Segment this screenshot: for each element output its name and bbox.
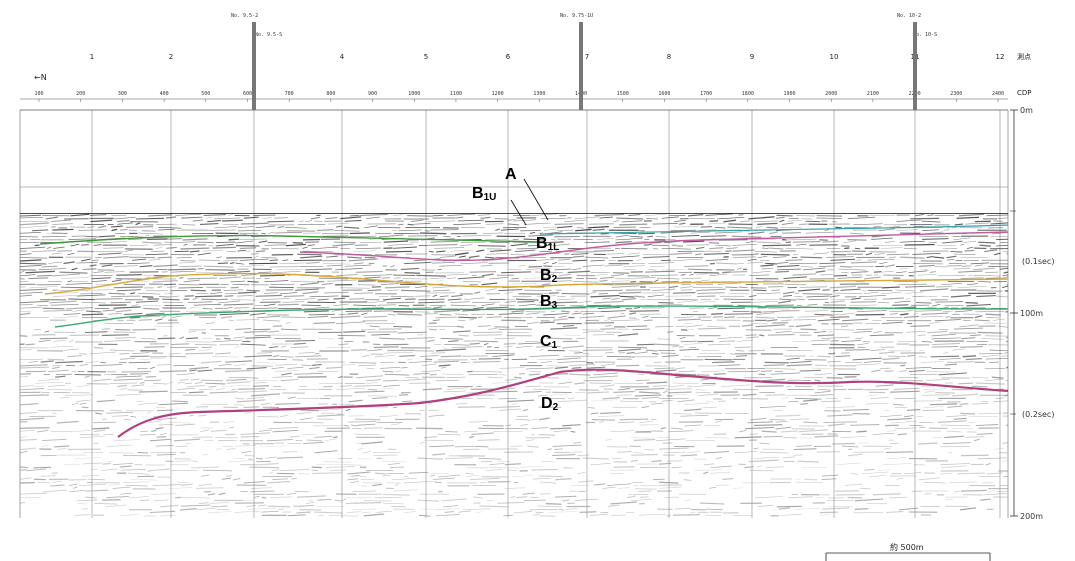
cdp-label-100: 100 xyxy=(34,91,43,97)
cdp-label-800: 800 xyxy=(326,91,335,97)
layer-label-b3: B3 xyxy=(540,293,558,311)
depth-label-0m: 0m xyxy=(1020,106,1033,115)
cdp-label-2300: 2300 xyxy=(950,91,962,97)
label-leader-lines xyxy=(510,178,549,226)
cdp-label-400: 400 xyxy=(160,91,169,97)
layer-label-b1l: B1L xyxy=(536,235,559,253)
cdp-label-500: 500 xyxy=(201,91,210,97)
crossing-line-bar-1 xyxy=(252,22,256,110)
crossing-line-2: No. 9.75-1U xyxy=(560,13,593,19)
crossing-line-1-top-label: No. 9.5-2 xyxy=(231,13,258,19)
cdp-label-1700: 1700 xyxy=(700,91,712,97)
depth-label-100m: 100m xyxy=(1020,309,1043,318)
depth-label-0-2sec: (0.2sec) xyxy=(1022,410,1054,419)
cdp-label-1600: 1600 xyxy=(658,91,670,97)
layer-label-b2: B2 xyxy=(540,267,558,285)
cdp-row-label: CDP xyxy=(1017,89,1032,97)
station-number-4: 4 xyxy=(340,53,345,61)
cdp-label-300: 300 xyxy=(118,91,127,97)
interpreted-horizons xyxy=(39,224,1008,438)
station-number-5: 5 xyxy=(424,53,428,61)
cdp-label-1200: 1200 xyxy=(492,91,504,97)
crossing-line-1-bottom-label: No. 9.5-S xyxy=(255,32,282,38)
cdp-label-1000: 1000 xyxy=(408,91,420,97)
station-number-8: 8 xyxy=(667,53,671,61)
cdp-label-2400: 2400 xyxy=(992,91,1004,97)
cdp-label-700: 700 xyxy=(285,91,294,97)
station-number-12: 12 xyxy=(996,53,1005,61)
horizon-d2 xyxy=(117,368,1008,438)
crossing-line-bar-2 xyxy=(579,22,583,110)
station-numbers: 123456789101112 xyxy=(90,53,1005,61)
station-number-1: 1 xyxy=(90,53,94,61)
depth-label-0-1sec: (0.1sec) xyxy=(1022,257,1054,266)
horizon-b1u xyxy=(539,224,1008,235)
leader-b1u xyxy=(510,199,527,226)
horizon-b2 xyxy=(299,231,1008,262)
layer-labels: A B1U B1L B2 B3 C1 D2 xyxy=(472,166,559,413)
layer-label-d2: D2 xyxy=(541,395,559,413)
station-number-9: 9 xyxy=(750,53,754,61)
horizon-b3 xyxy=(44,272,1008,295)
cdp-label-2100: 2100 xyxy=(867,91,879,97)
station-number-6: 6 xyxy=(506,53,511,61)
cdp-labels: 100 200 300 400 500 600 700 800 900 1000 1100 1200 1… xyxy=(34,91,1004,102)
scale-bar-label: 約 500m xyxy=(890,542,924,552)
cdp-label-1300: 1300 xyxy=(533,91,545,97)
layer-label-c1: C1 xyxy=(540,333,558,351)
north-label: ←N xyxy=(34,73,47,82)
horizon-c1 xyxy=(54,305,1008,328)
crossing-line-3-top-label: No. 10-2 xyxy=(897,13,921,19)
crossing-line-1: No. 9.5-2 No. 9.5-S xyxy=(231,13,282,38)
cdp-label-1100: 1100 xyxy=(450,91,462,97)
cdp-label-1900: 1900 xyxy=(783,91,795,97)
horizon-b1l xyxy=(39,234,541,245)
station-row-label: 測点 xyxy=(1017,52,1031,61)
station-number-10: 10 xyxy=(830,53,839,61)
header: ←N 測点 CDP 123456789101112 10020030040050… xyxy=(20,13,1032,111)
crossing-line-bar-3 xyxy=(913,22,917,110)
station-number-7: 7 xyxy=(585,53,589,61)
crossing-line-3-bottom-label: No. 10-S xyxy=(913,32,937,38)
cdp-label-200: 200 xyxy=(76,91,85,97)
layer-label-a: A xyxy=(505,166,517,183)
scale-bar: 約 500m xyxy=(825,542,991,561)
leader-a xyxy=(523,178,549,221)
depth-label-200m: 200m xyxy=(1020,512,1043,521)
depth-axis: 0m (0.1sec) 100m (0.2sec) 200m xyxy=(1010,106,1054,521)
layer-label-b1u: B1U xyxy=(472,185,496,203)
cdp-label-600: 600 xyxy=(243,91,252,97)
seismic-reflection-data xyxy=(20,213,1008,517)
crossing-line-2-top-label: No. 9.75-1U xyxy=(560,13,593,19)
crossing-line-3: No. 10-2 No. 10-S xyxy=(897,13,937,38)
cdp-label-1500: 1500 xyxy=(617,91,629,97)
cdp-label-1800: 1800 xyxy=(742,91,754,97)
cdp-label-2000: 2000 xyxy=(825,91,837,97)
station-number-2: 2 xyxy=(169,53,173,61)
cdp-label-900: 900 xyxy=(368,91,377,97)
